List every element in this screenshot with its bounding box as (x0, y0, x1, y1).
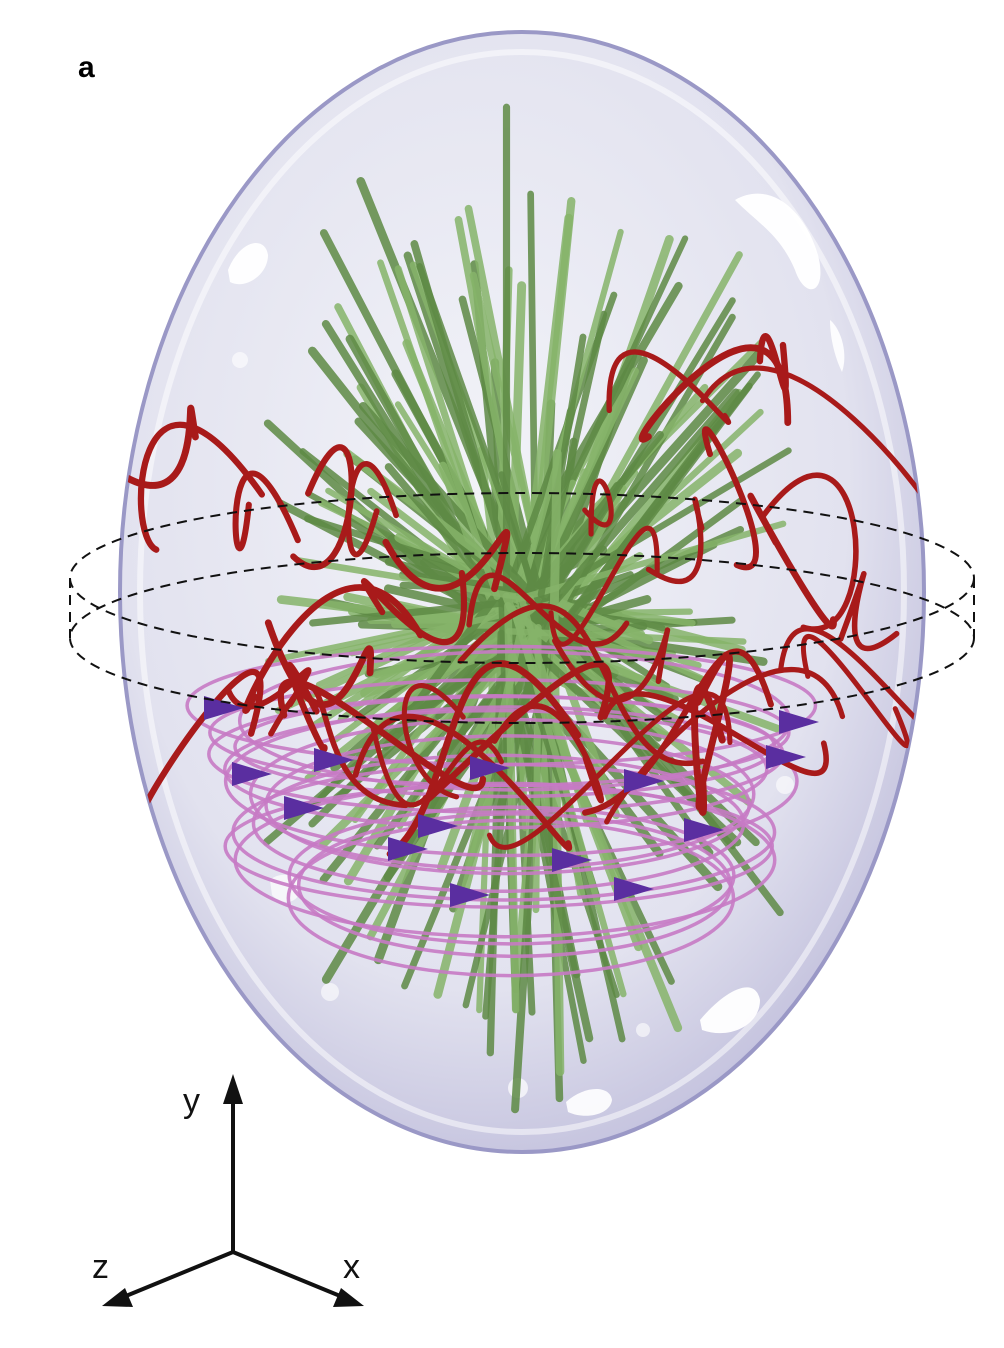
pink-loop (233, 781, 777, 939)
red-helical-lines (124, 332, 924, 858)
y-axis-label: y (183, 1082, 200, 1120)
red-field-line (386, 660, 582, 858)
flow-cone-arrow (284, 796, 324, 820)
x-axis-line (232, 1250, 346, 1300)
red-field-line (352, 713, 573, 852)
pink-loop (223, 708, 769, 830)
flow-cone-arrow (552, 848, 592, 872)
flow-cone-arrow (450, 883, 490, 907)
red-field-line (232, 470, 301, 552)
z-axis-line (120, 1250, 234, 1300)
flow-cone-arrow (766, 745, 806, 769)
red-field-line (401, 683, 466, 800)
red-field-line (699, 365, 924, 507)
green-rod (511, 520, 787, 604)
flow-cone-arrow (314, 748, 354, 772)
green-rod (416, 263, 548, 622)
flow-cone-arrow (624, 769, 664, 793)
red-field-line (606, 349, 732, 425)
z-axis-label: z (92, 1248, 109, 1286)
red-field-line (638, 344, 792, 443)
red-field-line (285, 661, 328, 753)
axis-triad (102, 1074, 364, 1307)
red-field-line (548, 525, 660, 647)
pink-loop (287, 805, 736, 946)
red-field-line (242, 584, 424, 714)
x-axis-label: x (343, 1248, 360, 1286)
pink-loop (286, 818, 736, 978)
red-field-line (760, 472, 859, 632)
flow-cone-arrow (418, 814, 458, 838)
red-field-line (124, 404, 199, 489)
flow-cone-arrow (470, 756, 510, 780)
red-field-line (491, 703, 605, 804)
flow-cone-arrow (204, 696, 244, 720)
dashed-guide-cylinder (69, 492, 975, 724)
flow-cone-arrow (614, 877, 654, 901)
red-field-line (457, 603, 706, 767)
red-field-line (137, 421, 266, 553)
red-field-line (837, 570, 900, 652)
flow-cone-arrow (684, 818, 724, 842)
panel-label: a (78, 51, 95, 84)
red-field-line (702, 426, 759, 571)
red-field-line (268, 683, 409, 809)
green-rod (537, 333, 587, 598)
flow-cone-arrow (388, 837, 428, 861)
red-field-line (345, 461, 399, 558)
y-axis-arrowhead (223, 1074, 243, 1104)
green-rod (373, 634, 517, 679)
z-axis-arrowhead (102, 1288, 133, 1307)
red-field-line (552, 627, 671, 703)
red-field-line (691, 684, 726, 816)
red-field-line (486, 691, 733, 850)
green-rod (263, 419, 501, 639)
green-rod (505, 628, 747, 645)
flow-cone-arrow (779, 710, 819, 734)
red-field-line (382, 529, 511, 593)
red-field-line (277, 678, 487, 791)
green-rod (407, 586, 504, 715)
green-rod (495, 627, 594, 1043)
red-field-line (778, 626, 924, 757)
field-line-content (124, 103, 924, 1114)
green-rod (549, 449, 562, 646)
green-rod (530, 297, 736, 629)
red-field-line (800, 634, 911, 749)
purple-flow-arrows (204, 696, 819, 907)
red-field-line (645, 496, 705, 585)
flow-cone-arrow (232, 762, 272, 786)
green-rod (543, 413, 727, 652)
pink-loop (223, 705, 799, 858)
green-rod (377, 259, 501, 600)
red-field-line (361, 569, 467, 646)
x-axis-arrowhead (333, 1288, 364, 1307)
red-field-line (466, 572, 630, 647)
pink-loop (248, 717, 756, 871)
